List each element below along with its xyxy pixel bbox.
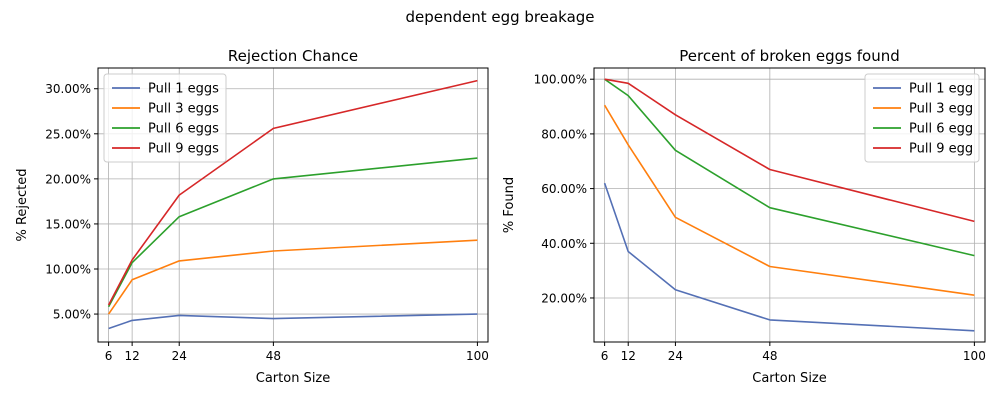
legend: Pull 1 egg Pull 3 egg Pull 6 egg Pull 9 egg bbox=[864, 73, 980, 163]
y-tick-label: 40.00% bbox=[541, 237, 587, 251]
legend-label: Pull 6 egg bbox=[909, 122, 973, 137]
chart-title: Percent of broken eggs found bbox=[679, 47, 899, 65]
legend: Pull 1 eggs Pull 3 eggs Pull 6 eggs Pull 9 … bbox=[103, 73, 227, 163]
legend-label: Pull 1 eggs bbox=[148, 82, 219, 97]
legend-label: Pull 3 eggs bbox=[148, 102, 219, 117]
y-tick-label: 30.00% bbox=[45, 82, 91, 96]
y-tick-label: 10.00% bbox=[45, 262, 91, 276]
y-tick-label: 5.00% bbox=[53, 308, 91, 322]
chart-title: Rejection Chance bbox=[228, 47, 358, 65]
x-tick-label: 12 bbox=[124, 349, 139, 363]
x-axis-label: Carton Size bbox=[752, 371, 827, 386]
broken-eggs-found-chart: 6 12 24 48 100 20.00% 40.00% 60.00% 80.00% 100.00… bbox=[502, 47, 986, 386]
legend-box bbox=[864, 73, 980, 163]
y-tick-label: 25.00% bbox=[45, 127, 91, 141]
x-tick-label: 24 bbox=[668, 349, 683, 363]
series-line-pull-3-eggs bbox=[107, 239, 478, 315]
x-tick-label: 48 bbox=[266, 349, 281, 363]
legend-box bbox=[103, 73, 227, 163]
series-line-pull-9-egg bbox=[604, 78, 975, 223]
figure-suptitle: dependent egg breakage bbox=[405, 8, 594, 26]
y-axis-label: % Found bbox=[502, 177, 517, 233]
y-tick-label: 20.00% bbox=[541, 291, 587, 305]
x-tick-label: 100 bbox=[466, 349, 489, 363]
legend-label: Pull 9 eggs bbox=[148, 142, 219, 157]
x-tick-label: 6 bbox=[105, 349, 113, 363]
x-tick-label: 48 bbox=[762, 349, 777, 363]
x-tick-label: 6 bbox=[601, 349, 609, 363]
y-tick-label: 15.00% bbox=[45, 217, 91, 231]
series-line-pull-6-egg bbox=[604, 78, 975, 257]
x-tick-label: 100 bbox=[963, 349, 986, 363]
plot-frame bbox=[593, 67, 986, 343]
y-tick-label: 20.00% bbox=[45, 172, 91, 186]
y-tick-label: 100.00% bbox=[534, 73, 587, 87]
x-axis-label: Carton Size bbox=[256, 371, 331, 386]
legend-label: Pull 3 egg bbox=[909, 102, 973, 117]
plot-frame bbox=[97, 67, 489, 343]
legend-label: Pull 9 egg bbox=[909, 142, 973, 157]
series-line-pull-3-egg bbox=[603, 104, 975, 296]
x-tick-label: 12 bbox=[621, 349, 636, 363]
y-axis-label: % Rejected bbox=[15, 168, 30, 241]
series-line-pull-9-eggs bbox=[107, 79, 478, 306]
series-line-pull-6-eggs bbox=[107, 157, 478, 308]
y-tick-label: 80.00% bbox=[541, 127, 587, 141]
series-line-pull-1-egg bbox=[603, 182, 975, 332]
series-line-pull-1-eggs bbox=[108, 313, 478, 330]
y-tick-label: 60.00% bbox=[541, 182, 587, 196]
legend-label: Pull 1 egg bbox=[909, 82, 973, 97]
legend-label: Pull 6 eggs bbox=[148, 122, 219, 137]
x-tick-label: 24 bbox=[172, 349, 187, 363]
rejection-chance-chart: 6 12 24 48 100 5.00% 10.00% 15.00% 20.00% 25.00% 3… bbox=[15, 47, 489, 386]
